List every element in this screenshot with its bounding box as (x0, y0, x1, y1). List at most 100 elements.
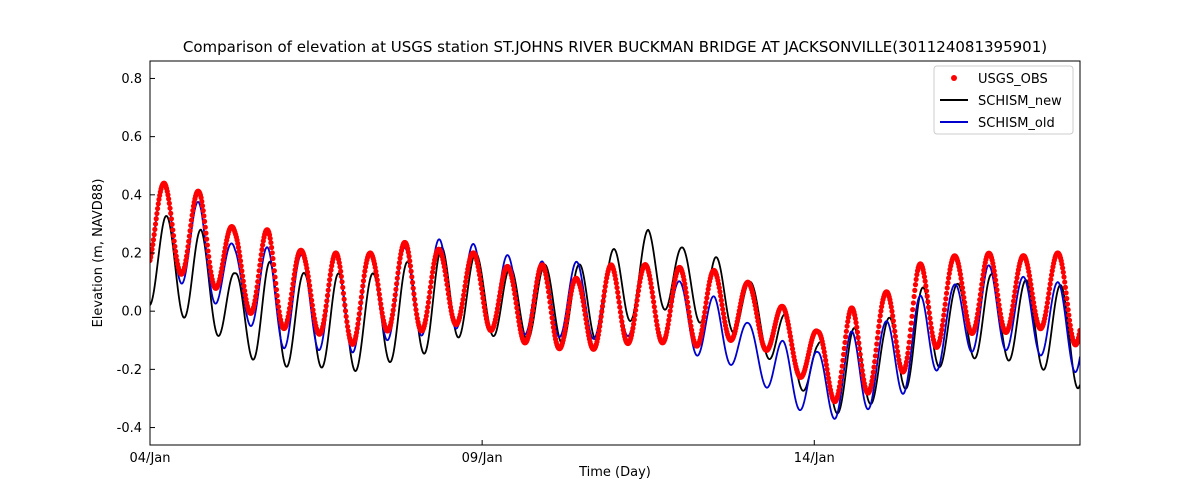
obs-point (202, 224, 208, 230)
obs-point (252, 297, 258, 304)
obs-point (358, 300, 364, 306)
obs-point (877, 313, 883, 319)
obs-point (511, 286, 517, 293)
obs-point (1061, 274, 1067, 280)
obs-point (789, 346, 796, 352)
obs-point (306, 283, 313, 289)
obs-point (337, 264, 343, 270)
obs-point (201, 218, 208, 225)
obs-point (1031, 300, 1037, 306)
obs-point (664, 325, 671, 331)
obs-point (405, 249, 411, 255)
obs-point (342, 302, 348, 308)
obs-point (516, 318, 522, 325)
obs-point (908, 320, 914, 326)
obs-point (961, 294, 967, 301)
obs-point (755, 318, 761, 324)
obs-point (871, 364, 877, 370)
obs-point (635, 292, 641, 299)
obs-point (286, 305, 293, 311)
obs-point (188, 222, 194, 229)
obs-point (892, 333, 899, 340)
obs-point (667, 308, 673, 314)
obs-point (682, 281, 688, 287)
obs-point (338, 268, 344, 274)
obs-point (1067, 322, 1073, 328)
obs-point (478, 281, 484, 287)
obs-point (475, 264, 481, 270)
obs-point (423, 313, 429, 319)
obs-point (718, 297, 724, 303)
obs-point (237, 253, 243, 259)
obs-point (825, 371, 831, 377)
x-tick-label: 04/Jan (130, 451, 171, 466)
obs-point (925, 299, 931, 305)
obs-point (496, 297, 502, 303)
obs-point (513, 300, 519, 306)
obs-point (890, 318, 896, 324)
obs-point (427, 289, 433, 295)
obs-point (155, 205, 161, 212)
obs-point (1046, 290, 1052, 297)
obs-point (1013, 279, 1019, 285)
obs-point (308, 292, 314, 299)
obs-point (275, 298, 281, 304)
obs-point (908, 327, 914, 333)
obs-point (963, 308, 969, 315)
obs-point (997, 311, 1004, 317)
obs-point (648, 280, 654, 286)
obs-point (872, 353, 879, 359)
obs-point (276, 309, 282, 315)
obs-point (355, 321, 361, 327)
obs-point (845, 318, 851, 325)
obs-point (1059, 261, 1065, 267)
obs-point (944, 285, 950, 291)
obs-point (461, 292, 467, 298)
obs-point (613, 276, 619, 282)
obs-point (997, 306, 1003, 313)
obs-point (928, 320, 934, 326)
obs-point (981, 267, 987, 273)
obs-point (634, 297, 640, 303)
obs-point (533, 283, 539, 289)
obs-point (854, 324, 860, 330)
obs-point (995, 292, 1001, 298)
obs-point (1030, 295, 1036, 301)
obs-point (257, 262, 263, 268)
obs-point (359, 288, 365, 295)
obs-point (340, 290, 347, 296)
obs-point (597, 323, 603, 329)
obs-point (200, 208, 206, 214)
obs-point (170, 227, 176, 233)
obs-point (893, 339, 899, 345)
obs-point (551, 329, 557, 335)
obs-point (652, 309, 658, 315)
obs-point (704, 290, 711, 297)
obs-point (938, 331, 944, 337)
obs-point (825, 375, 832, 381)
obs-point (910, 307, 916, 313)
obs-point (201, 213, 207, 219)
obs-point (544, 280, 550, 286)
obs-point (1060, 265, 1066, 271)
obs-point (186, 233, 192, 239)
obs-point (619, 318, 625, 325)
obs-point (632, 312, 638, 318)
obs-point (379, 310, 385, 316)
obs-point (1064, 295, 1070, 302)
obs-point (150, 246, 155, 252)
obs-point (360, 278, 367, 284)
obs-point (666, 313, 673, 319)
obs-point (1010, 298, 1017, 304)
obs-point (204, 236, 210, 242)
obs-point (532, 293, 538, 299)
obs-point (941, 307, 948, 313)
obs-point (617, 304, 623, 310)
obs-point (268, 240, 274, 246)
obs-point (563, 322, 569, 328)
obs-point (514, 305, 520, 311)
obs-point (753, 306, 759, 312)
obs-point (172, 243, 178, 249)
obs-point (682, 285, 689, 291)
